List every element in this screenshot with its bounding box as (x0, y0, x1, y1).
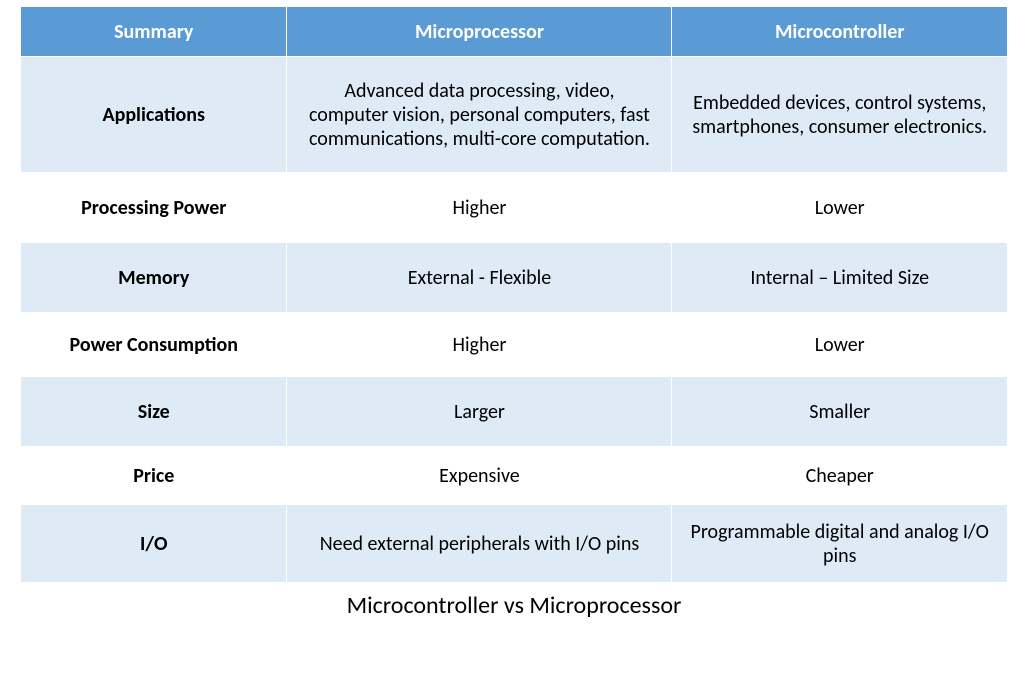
col-header-microprocessor: Microprocessor (287, 7, 672, 57)
table-row: MemoryExternal - FlexibleInternal – Limi… (21, 243, 1008, 313)
table-row: Power ConsumptionHigherLower (21, 313, 1008, 377)
cell-microcontroller: Smaller (672, 377, 1008, 447)
table-row: Processing PowerHigherLower (21, 173, 1008, 243)
cell-microprocessor: External - Flexible (287, 243, 672, 313)
col-header-microcontroller: Microcontroller (672, 7, 1008, 57)
cell-microcontroller: Lower (672, 173, 1008, 243)
row-label: Memory (21, 243, 287, 313)
table-row: SizeLargerSmaller (21, 377, 1008, 447)
table-caption: Microcontroller vs Microprocessor (347, 591, 682, 620)
table-row: PriceExpensiveCheaper (21, 447, 1008, 505)
cell-microcontroller: Lower (672, 313, 1008, 377)
cell-microprocessor: Larger (287, 377, 672, 447)
comparison-table: Summary Microprocessor Microcontroller A… (20, 6, 1008, 583)
cell-microprocessor: Higher (287, 313, 672, 377)
row-label: Applications (21, 57, 287, 173)
row-label: Processing Power (21, 173, 287, 243)
cell-microcontroller: Programmable digital and analog I/O pins (672, 505, 1008, 583)
row-label: Size (21, 377, 287, 447)
col-header-summary: Summary (21, 7, 287, 57)
row-label: Price (21, 447, 287, 505)
cell-microcontroller: Internal – Limited Size (672, 243, 1008, 313)
cell-microprocessor: Advanced data processing, video, compute… (287, 57, 672, 173)
cell-microcontroller: Cheaper (672, 447, 1008, 505)
row-label: I/O (21, 505, 287, 583)
cell-microprocessor: Need external peripherals with I/O pins (287, 505, 672, 583)
cell-microcontroller: Embedded devices, control systems, smart… (672, 57, 1008, 173)
table-row: ApplicationsAdvanced data processing, vi… (21, 57, 1008, 173)
cell-microprocessor: Expensive (287, 447, 672, 505)
table-body: ApplicationsAdvanced data processing, vi… (21, 57, 1008, 583)
table-header-row: Summary Microprocessor Microcontroller (21, 7, 1008, 57)
row-label: Power Consumption (21, 313, 287, 377)
table-row: I/ONeed external peripherals with I/O pi… (21, 505, 1008, 583)
cell-microprocessor: Higher (287, 173, 672, 243)
